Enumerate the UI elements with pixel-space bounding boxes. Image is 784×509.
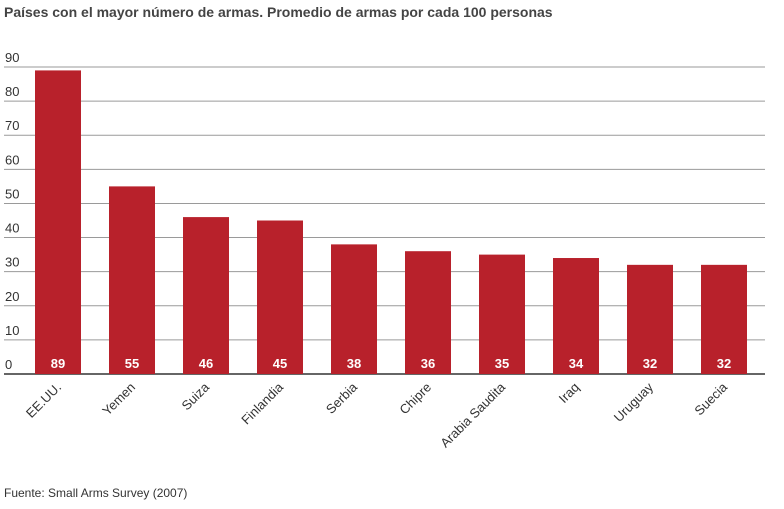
y-tick-label: 10 — [5, 323, 19, 338]
data-label: 38 — [347, 356, 361, 371]
bar — [701, 264, 747, 374]
bar — [553, 258, 599, 374]
y-tick-label: 30 — [5, 255, 19, 270]
x-tick-label: Iraq — [556, 380, 582, 406]
source-note: Fuente: Small Arms Survey (2007) — [4, 486, 188, 500]
x-tick-label: Finlandia — [238, 379, 286, 427]
bar — [35, 70, 81, 375]
data-label: 55 — [125, 356, 139, 371]
y-tick-label: 0 — [5, 357, 12, 372]
data-label: 32 — [717, 356, 731, 371]
x-tick-label: Uruguay — [611, 379, 657, 425]
bars — [35, 70, 747, 375]
x-tick-label: Arabia Saudita — [437, 379, 508, 450]
x-axis-ticks: EE.UU. Yemen Suiza Finlandia Serbia Chipre Ara… — [23, 379, 731, 450]
y-tick-label: 40 — [5, 221, 19, 236]
y-axis-ticks: 0 10 20 30 40 50 60 70 80 90 — [5, 50, 19, 372]
x-tick-label: Suiza — [179, 379, 213, 413]
y-tick-label: 70 — [5, 118, 19, 133]
data-label: 32 — [643, 356, 657, 371]
data-label: 46 — [199, 356, 213, 371]
bar — [257, 220, 303, 374]
y-tick-label: 80 — [5, 84, 19, 99]
data-label: 34 — [569, 356, 584, 371]
x-tick-label: Chipre — [396, 380, 434, 418]
bar — [183, 217, 229, 374]
bar — [109, 186, 155, 374]
x-tick-label: Suecia — [691, 379, 730, 418]
x-tick-label: Serbia — [323, 379, 361, 417]
y-tick-label: 50 — [5, 186, 19, 201]
bar — [627, 264, 673, 374]
x-tick-label: EE.UU. — [23, 380, 64, 421]
bar — [479, 254, 525, 374]
x-tick-label: Yemen — [99, 380, 138, 419]
data-label: 45 — [273, 356, 287, 371]
bar — [331, 244, 377, 374]
chart-title: Países con el mayor número de armas. Pro… — [4, 4, 553, 20]
data-label: 36 — [421, 356, 435, 371]
data-label: 89 — [51, 356, 65, 371]
data-labels: 89 55 46 45 38 36 35 34 32 32 — [51, 356, 731, 371]
data-label: 35 — [495, 356, 509, 371]
y-tick-label: 60 — [5, 152, 19, 167]
y-tick-label: 20 — [5, 289, 19, 304]
y-tick-label: 90 — [5, 50, 19, 65]
bar — [405, 251, 451, 374]
